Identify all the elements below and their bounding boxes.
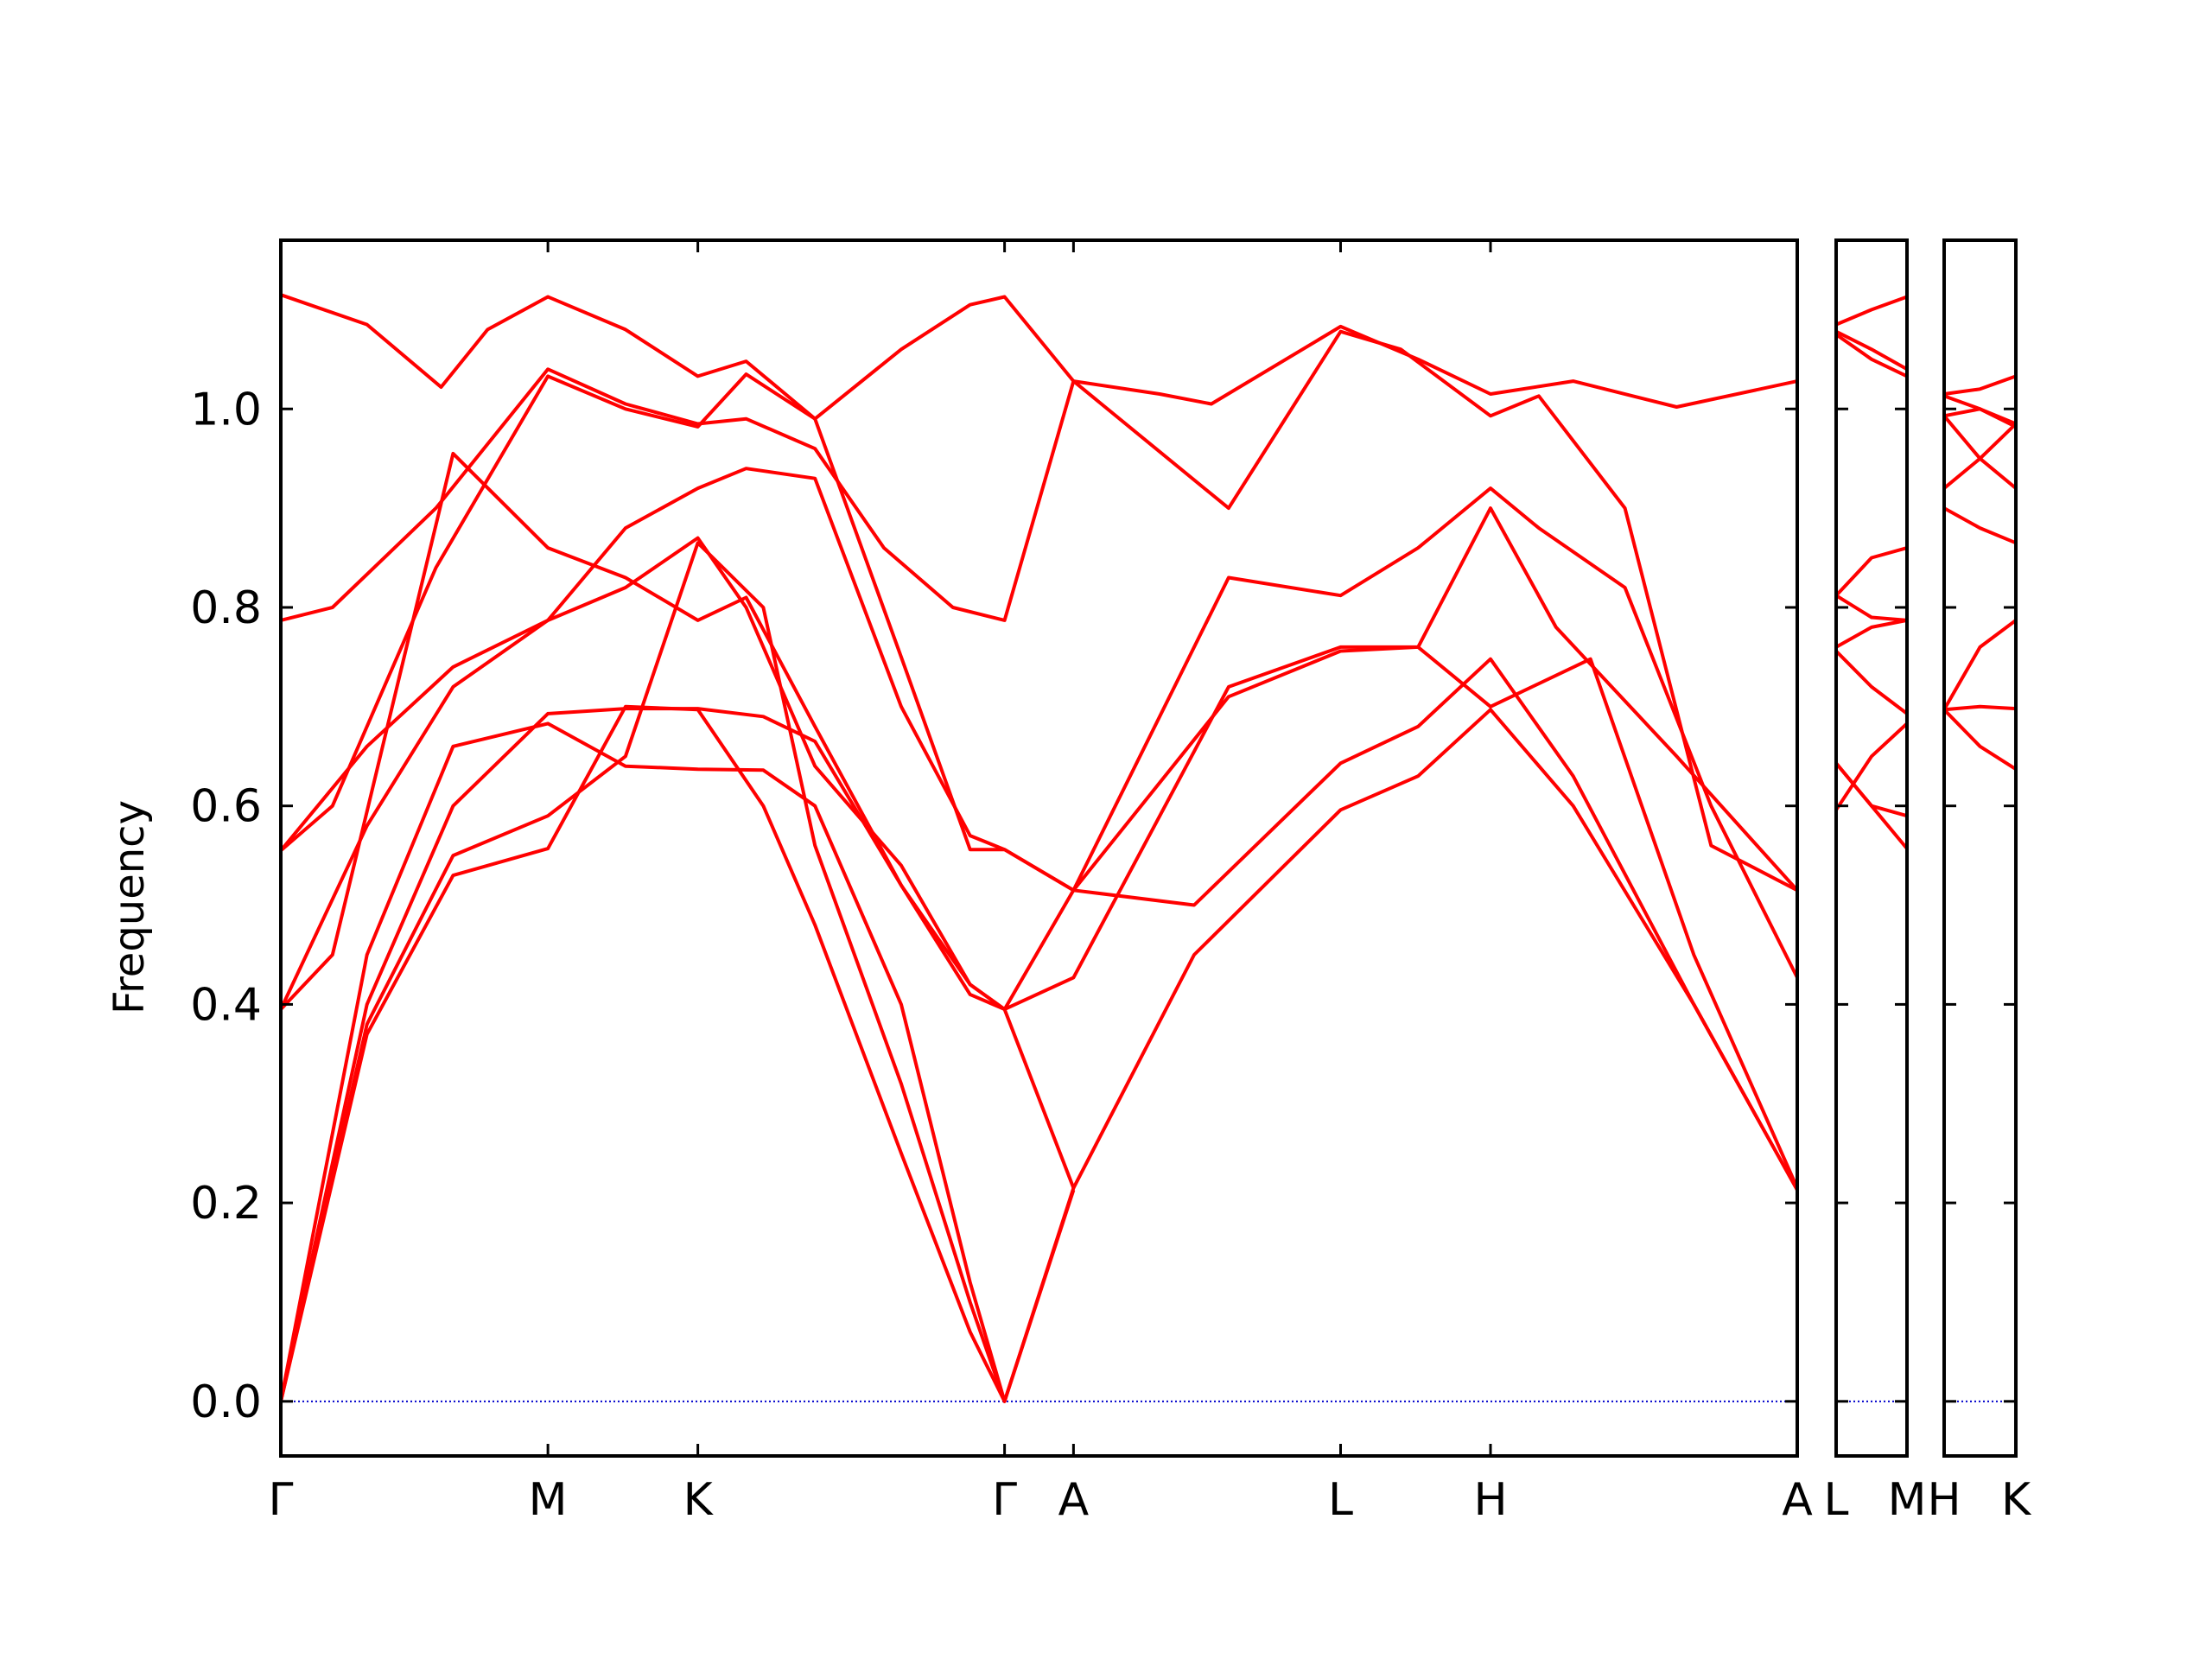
y-tick-label: 0.6 [190, 781, 262, 833]
band-main-3 [279, 467, 1799, 893]
band-H-K-0 [1943, 374, 2017, 396]
band-main-8 [279, 541, 1007, 1402]
band-L-M-4 [1834, 594, 1908, 622]
band-main-1 [280, 329, 1798, 893]
band-L-M-1 [1835, 329, 1908, 372]
band-main-2 [279, 372, 1799, 979]
band-H-K-6 [1942, 619, 2018, 711]
x-tick-label: H [1473, 1474, 1507, 1526]
band-L-M-0 [1835, 295, 1908, 327]
band-L-M-2 [1834, 333, 1908, 378]
y-tick-label: 0.0 [190, 1376, 262, 1428]
band-main-5 [279, 536, 1799, 1192]
band-L-M-3 [1834, 546, 1908, 597]
band-L-M-9 [1834, 721, 1909, 811]
x-tick-label: M [1888, 1474, 1927, 1526]
panel-frame [1834, 238, 1909, 1458]
band-main-6 [279, 707, 1799, 1402]
panel-frame [279, 238, 1799, 1458]
x-tick-label: L [1328, 1474, 1353, 1526]
x-tick-label: Γ [269, 1474, 294, 1526]
band-L-M-5 [1835, 618, 1908, 649]
y-tick-label: 0.2 [190, 1178, 262, 1230]
x-tick-label: H [1927, 1474, 1961, 1526]
y-tick-label: 0.4 [190, 979, 262, 1031]
y-tick-label: 1.0 [190, 384, 262, 435]
plot-panels: Γ M K Γ A L H A0.00.20.40.60.81.0L M H K [190, 238, 2032, 1526]
x-tick-label: K [2001, 1474, 2032, 1526]
band-main-7 [279, 721, 1076, 1403]
band-main-9 [279, 704, 1076, 1403]
x-tick-label: A [1782, 1474, 1813, 1526]
x-tick-label: M [529, 1474, 568, 1526]
band-H-K-8 [1942, 708, 2018, 771]
band-main-4 [279, 451, 1799, 1189]
band-H-K-2 [1943, 407, 2017, 429]
x-tick-label: K [683, 1474, 715, 1526]
band-L-M-8 [1834, 762, 1909, 850]
panel-main: Γ M K Γ A L H A0.00.20.40.60.81.0 [190, 238, 1813, 1526]
band-H-K-4 [1942, 423, 2018, 490]
band-H-K-7 [1943, 704, 2017, 712]
x-tick-label: A [1058, 1474, 1090, 1526]
band-main-0 [280, 293, 1798, 421]
panel-frame [1942, 238, 2018, 1458]
x-tick-label: Γ [992, 1474, 1017, 1526]
band-L-M-6 [1834, 650, 1909, 715]
y-axis-label: Frequency [105, 800, 154, 1014]
y-tick-label: 0.8 [190, 582, 262, 634]
x-tick-label: L [1824, 1474, 1849, 1526]
band-H-K-5 [1943, 506, 2017, 545]
